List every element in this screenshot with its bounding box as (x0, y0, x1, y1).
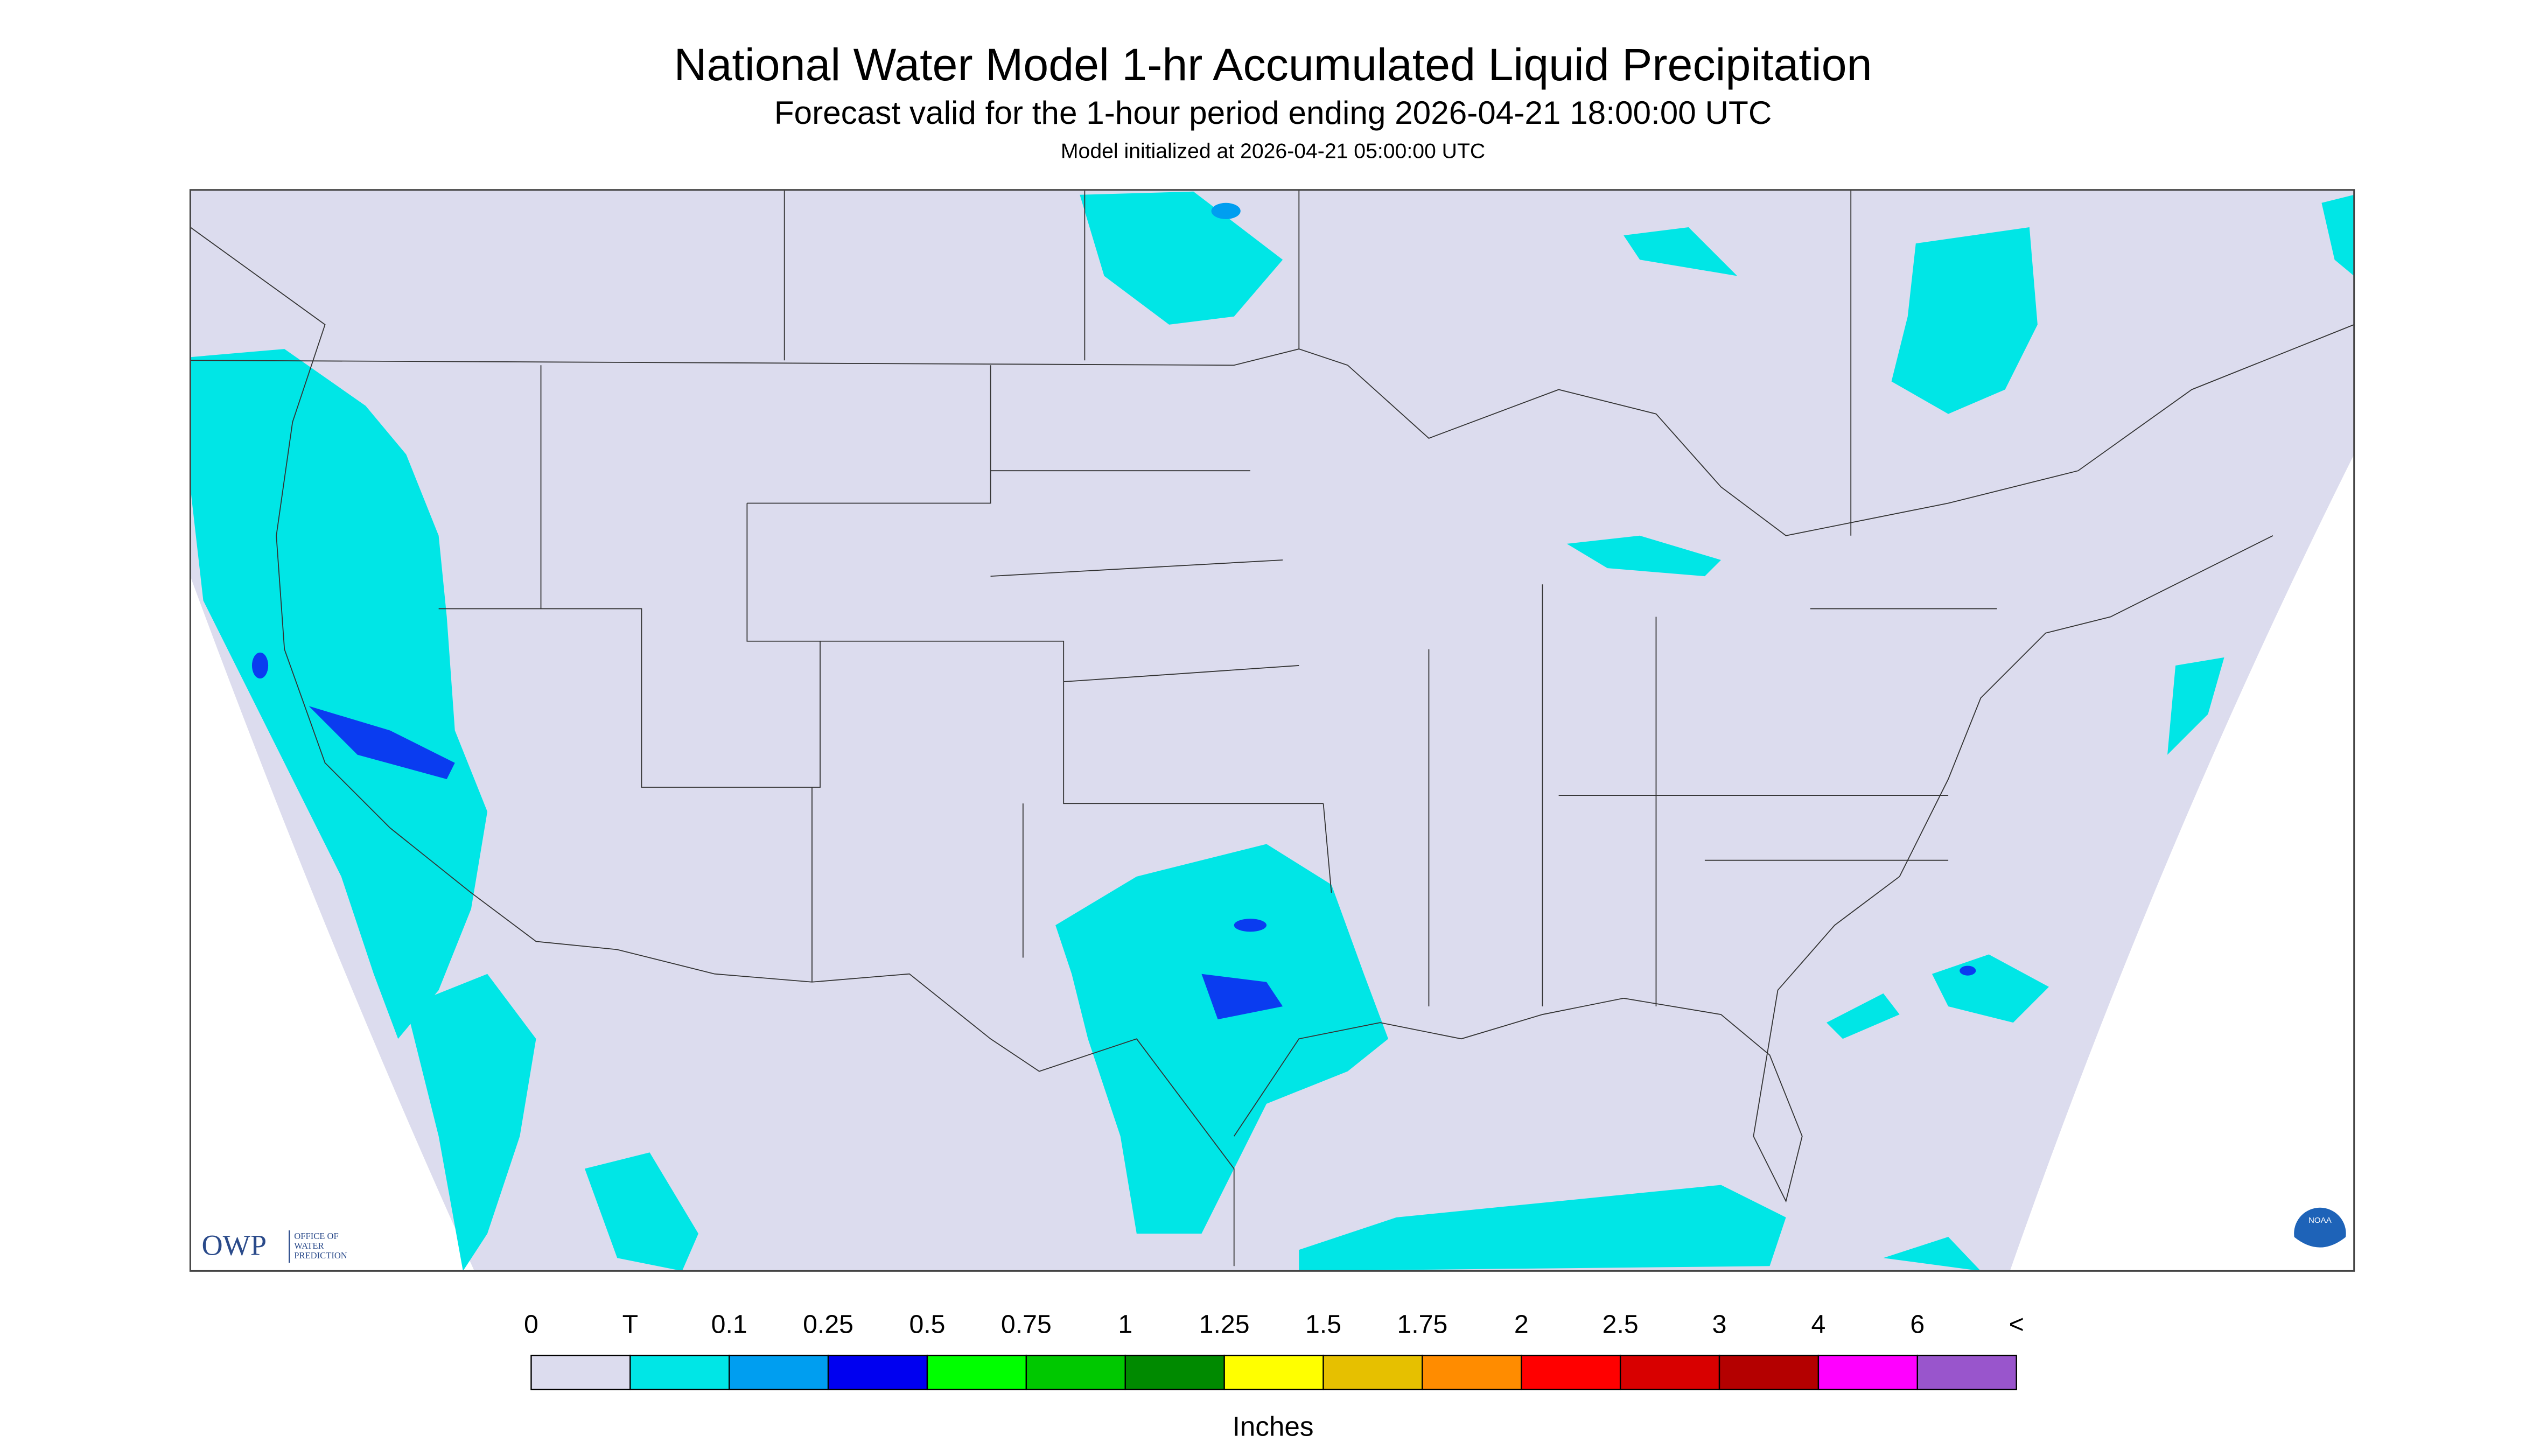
precipitation (190, 191, 2354, 1271)
legend-swatch (1718, 1354, 1820, 1390)
legend: 0 T 0.1 0.25 0.5 0.75 1 1.25 1.5 1.75 2 2.5 3 4 6 < (524, 1310, 2024, 1390)
legend-swatch (1521, 1354, 1621, 1390)
legend-swatch (629, 1354, 730, 1390)
legend-label: 2.5 (1603, 1310, 1639, 1339)
owp-name: WATER (294, 1241, 324, 1251)
legend-swatch (1124, 1354, 1225, 1390)
out-of-domain (190, 576, 474, 1271)
noaa-wave (2294, 1237, 2346, 1263)
legend-label: 1 (1118, 1310, 1132, 1339)
legend-label: 3 (1712, 1310, 1727, 1339)
legend-swatch (1323, 1354, 1423, 1390)
legend-label: 6 (1910, 1310, 1925, 1339)
legend-label: 0 (524, 1310, 538, 1339)
legend-swatch (728, 1354, 829, 1390)
legend-swatch (827, 1354, 928, 1390)
subtitle: Forecast valid for the 1-hour period end… (774, 94, 1772, 131)
owp-name: OFFICE OF (294, 1231, 338, 1241)
legend-swatch (1223, 1354, 1324, 1390)
legend-label: 0.25 (803, 1310, 853, 1339)
legend-label: < (2009, 1310, 2024, 1339)
noaa-text: NOAA (2308, 1216, 2332, 1225)
owp-name: PREDICTION (294, 1250, 347, 1261)
legend-swatch (530, 1354, 631, 1390)
init-time: Model initialized at 2026-04-21 05:00:00… (1061, 140, 1485, 163)
legend-label: 1.75 (1397, 1310, 1447, 1339)
title: National Water Model 1-hr Accumulated Li… (674, 39, 1872, 90)
legend-label: 1.5 (1305, 1310, 1341, 1339)
legend-label: 1.25 (1199, 1310, 1250, 1339)
legend-label: 0.5 (909, 1310, 945, 1339)
legend-swatch (1619, 1354, 1720, 1390)
out-of-domain (2010, 454, 2354, 1271)
legend-swatch (1916, 1354, 2017, 1390)
legend-label: 0.75 (1001, 1310, 1052, 1339)
borders (190, 190, 2355, 1266)
legend-label: T (622, 1310, 638, 1339)
legend-swatch (926, 1354, 1027, 1390)
legend-swatch (1422, 1354, 1522, 1390)
legend-swatch (1817, 1354, 1919, 1390)
legend-unit: Inches (1233, 1411, 1314, 1441)
legend-label: 0.1 (711, 1310, 747, 1339)
owp-logo: OWP (201, 1229, 267, 1262)
map-frame (189, 189, 2355, 1272)
legend-label: 2 (1514, 1310, 1529, 1339)
legend-label: 4 (1811, 1310, 1826, 1339)
map: OWP OFFICE OF WATER PREDICTION NOAA (189, 189, 2355, 1272)
legend-swatch (1025, 1354, 1126, 1390)
